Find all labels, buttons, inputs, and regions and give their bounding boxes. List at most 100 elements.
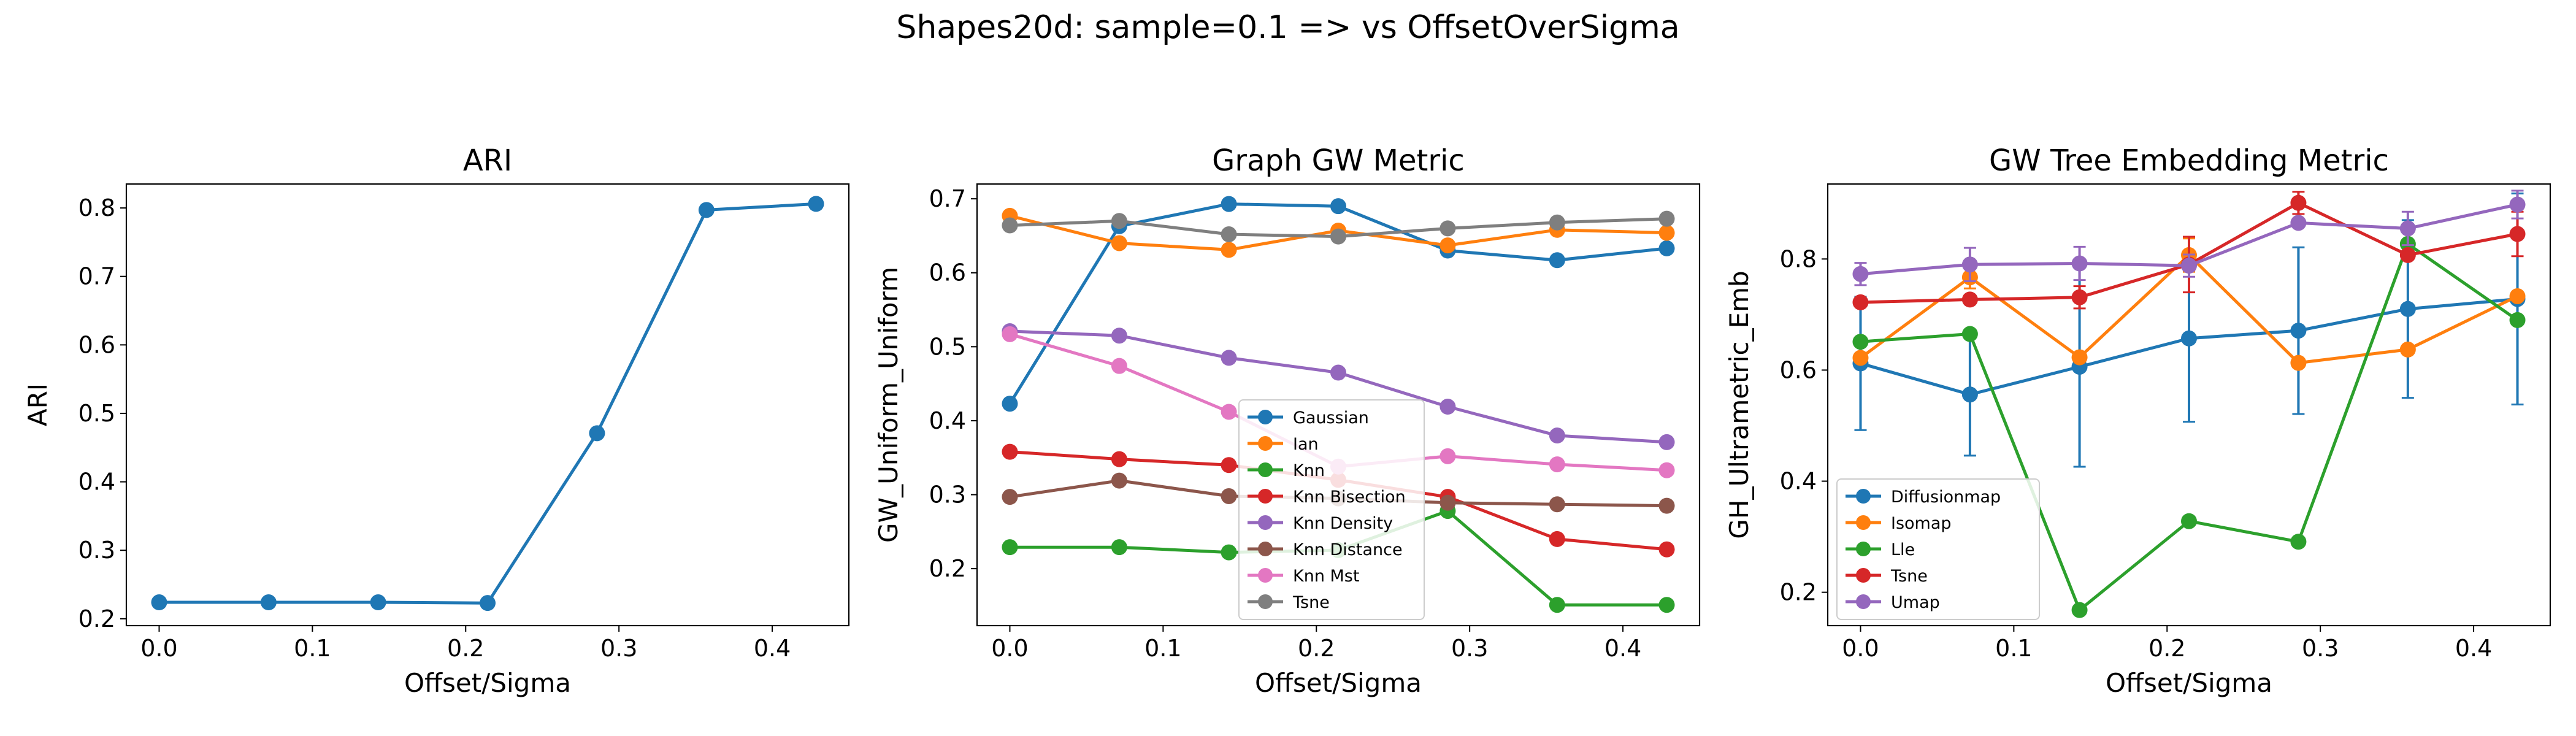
data-point [1002,217,1018,234]
legend-swatch-marker [1258,410,1273,424]
legend-label: Knn Bisection [1293,488,1406,507]
y-tick-label: 0.8 [1780,245,1817,272]
data-point [1549,456,1565,473]
x-tick-label: 0.2 [1298,635,1335,662]
data-point [2181,258,2197,274]
y-tick-label: 0.3 [79,537,115,564]
y-tick-label: 0.3 [929,481,966,508]
data-point [1549,427,1565,444]
data-point [1221,242,1237,258]
data-point [2290,215,2307,231]
data-point [1549,252,1565,269]
data-point [1111,539,1127,556]
data-point [2071,255,2088,272]
data-point [2399,247,2416,263]
subplot-1: ARI 0.0 0.1 0.2 0.3 0.4 0.2 0.3 0.4 0.5 0.6 0.7 0.8 O… [23,144,850,698]
y-tick-label: 0.7 [929,185,966,212]
y-tick-label: 0.4 [1780,468,1817,495]
legend-label: Tsne [1292,593,1330,612]
data-point [480,595,496,611]
y-tick-label: 0.2 [1780,579,1817,606]
legend-label: Knn Mst [1293,567,1359,586]
x-tick-label: 0.0 [1842,635,1879,662]
data-point [2509,196,2526,213]
y-tick-label: 0.6 [929,259,966,286]
data-point [589,425,605,442]
data-point [1658,240,1675,256]
data-point [1439,494,1456,511]
data-point [2290,323,2307,339]
legend-label: Umap [1891,593,1940,612]
x-tick-label: 0.1 [294,635,331,662]
legend-label: Diffusionmap [1891,488,2001,507]
x-tick-label: 0.1 [1144,635,1181,662]
y-tick-label: 0.2 [929,555,966,582]
legend-swatch-marker [1258,515,1273,530]
x-tick-label: 0.0 [991,635,1028,662]
legend-swatch-marker [1258,542,1273,556]
data-point [1439,448,1456,464]
data-point [2071,602,2088,618]
legend-label: Tsne [1890,567,1928,586]
data-point [1002,326,1018,342]
x-tick-label: 0.3 [600,635,637,662]
data-point [2509,288,2526,304]
legend-label: Knn Distance [1293,540,1403,559]
series-diffusionmap [1852,192,2526,468]
series-knn-density [1002,323,1675,450]
y-tick-label: 0.5 [929,333,966,360]
data-point [1221,488,1237,504]
data-point [698,202,715,218]
legend-swatch-marker [1258,594,1273,609]
series-1 [151,196,824,611]
data-point [1658,210,1675,227]
y-axis-label: GW_Uniform_Uniform [873,267,903,543]
axes-frame [976,183,1701,627]
data-point [1852,350,1869,366]
subplot-title: GW Tree Embedding Metric [1989,144,2389,178]
data-point [1002,489,1018,505]
data-point [1002,539,1018,556]
data-point [2290,355,2307,371]
data-point [1002,443,1018,460]
data-point [1221,404,1237,420]
y-axis-label: GH_Ultrametric_Emb [1724,270,1754,539]
data-point [1549,214,1565,231]
legend: Gaussian Ian Knn Knn Bisection Knn Density Kn… [1238,399,1425,620]
y-tick-label: 0.6 [79,331,115,358]
data-point [1111,451,1127,467]
data-point [1439,220,1456,237]
series-tsne [1852,191,2526,310]
y-tick-label: 0.7 [79,263,115,290]
series-line [159,202,816,605]
data-point [2290,534,2307,550]
data-point [1658,597,1675,613]
data-point [260,594,277,611]
data-point [2181,330,2197,347]
y-tick-label: 0.2 [79,605,115,632]
subplot-title: Graph GW Metric [1212,144,1465,178]
data-point [1439,399,1456,415]
data-point [1961,256,1978,273]
data-point [1658,462,1675,478]
data-point [1111,472,1127,489]
data-point [1330,198,1346,215]
legend-swatch-marker [1856,489,1871,504]
legend-label: Knn Density [1293,514,1393,533]
data-point [2181,513,2197,529]
data-point [1549,496,1565,513]
data-point [370,594,386,611]
data-point [1658,541,1675,558]
data-point [2399,220,2416,237]
legend-swatch-marker [1258,489,1273,504]
y-tick-label: 0.8 [79,194,115,221]
data-point [2071,289,2088,305]
axes-frame [1827,183,2551,627]
figure-suptitle: Shapes20d: sample=0.1 => vs OffsetOverSi… [896,9,1679,46]
x-tick-label: 0.1 [1995,635,2032,662]
data-point [1111,328,1127,344]
y-axis-label: ARI [23,383,53,426]
data-point [2290,194,2307,211]
data-point [2071,349,2088,366]
